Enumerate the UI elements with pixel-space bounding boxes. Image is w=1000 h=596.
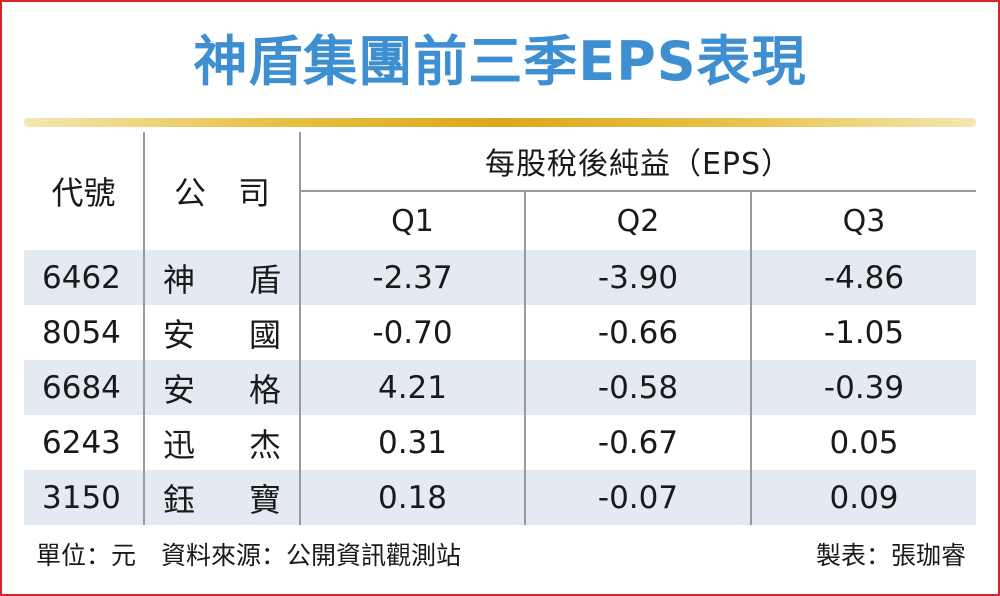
company-name: 安國: [144, 305, 301, 360]
stock-code: 3150: [24, 470, 145, 525]
company-name-char: 安: [162, 370, 195, 409]
table-row: 6462 神盾 -2.37 -3.90 -4.86: [24, 250, 977, 305]
eps-q3-value: 0.05: [829, 424, 899, 461]
source-note: 單位：元 資料來源：公開資訊觀測站: [36, 541, 462, 570]
table-row: 6684 安格 4.21 -0.58 -0.39: [24, 360, 977, 415]
company-name-char: 神: [162, 260, 195, 299]
company-name: 鈺寶: [144, 470, 301, 525]
title-divider: [24, 118, 976, 127]
eps-q2-value: -3.90: [525, 250, 752, 305]
company-name-char: 迅: [162, 425, 195, 464]
stock-code: 6684: [24, 360, 145, 415]
credit-note: 製表：張珈睿: [815, 541, 966, 570]
company-name: 安格: [144, 360, 301, 415]
eps-q3-value: -0.39: [823, 369, 905, 406]
header-q3: Q3: [842, 203, 886, 239]
company-name-char: 杰: [248, 425, 281, 464]
eps-q2-value: -0.07: [525, 470, 752, 525]
company-name-char: 格: [248, 370, 281, 409]
eps-q2-value: -0.58: [525, 360, 752, 415]
company-name: 迅杰: [144, 415, 301, 470]
table-row: 3150 鈺寶 0.18 -0.07 0.09: [24, 470, 977, 525]
eps-q2-value: -0.67: [525, 415, 752, 470]
header-company: 公 司: [144, 132, 301, 250]
stock-code: 6243: [24, 415, 145, 470]
chart-footer: 單位：元 資料來源：公開資訊觀測站 製表：張珈睿: [24, 536, 976, 576]
stock-code: 8054: [24, 305, 145, 360]
header-eps-group: 每股稅後純益（EPS）: [300, 132, 977, 192]
eps-q1-value: -2.37: [300, 250, 526, 305]
company-name-char: 寶: [248, 480, 281, 519]
eps-q1-value: 0.18: [300, 470, 526, 525]
eps-q3-value: -4.86: [823, 259, 905, 296]
eps-q1-value: 0.31: [300, 415, 526, 470]
company-name-char: 鈺: [162, 480, 195, 519]
company-name: 神盾: [144, 250, 301, 305]
eps-table: 代號 公 司 每股稅後純益（EPS） Q1 Q2 Q3 6462 神盾 -2.3…: [24, 132, 977, 525]
eps-q3-value: 0.09: [829, 479, 899, 516]
eps-q1-value: -0.70: [300, 305, 526, 360]
header-q1: Q1: [300, 191, 526, 250]
header-q2: Q2: [525, 191, 752, 250]
table-row: 6243 迅杰 0.31 -0.67 0.05: [24, 415, 977, 470]
eps-q1-value: 4.21: [300, 360, 526, 415]
stock-code: 6462: [24, 250, 145, 305]
company-name-char: 安: [162, 315, 195, 354]
header-code: 代號: [24, 132, 145, 250]
table-row: 8054 安國 -0.70 -0.66 -1.05: [24, 305, 977, 360]
eps-q2-value: -0.66: [525, 305, 752, 360]
eps-q3-value: -1.05: [823, 314, 905, 351]
company-name-char: 國: [248, 315, 281, 354]
company-name-char: 盾: [248, 260, 281, 299]
chart-title: 神盾集團前三季EPS表現: [193, 30, 807, 93]
